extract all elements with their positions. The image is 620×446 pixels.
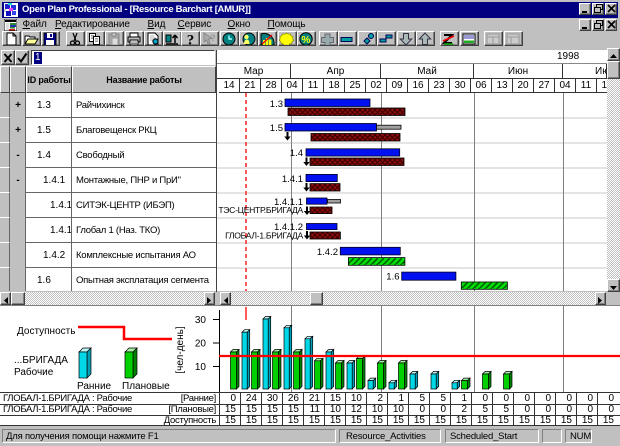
svg-text:1.5: 1.5 xyxy=(270,123,283,134)
svg-text:30: 30 xyxy=(195,315,207,326)
svg-text:?: ? xyxy=(210,33,216,43)
svg-text:10: 10 xyxy=(195,362,207,373)
svg-text:1.6: 1.6 xyxy=(386,272,399,283)
svg-text:1.4.2: 1.4.2 xyxy=(317,247,338,258)
svg-text:[чел-день]: [чел-день] xyxy=(175,326,186,374)
svg-text:1.4: 1.4 xyxy=(290,148,303,159)
svg-text:?: ? xyxy=(187,33,195,46)
svg-text:1.4.1: 1.4.1 xyxy=(282,174,303,185)
svg-text:Доступность: Доступность xyxy=(17,326,75,337)
svg-text:1.4.1.2: 1.4.1.2 xyxy=(274,222,303,233)
svg-text:Плановые: Плановые xyxy=(122,381,170,392)
svg-text:...БРИГАДА: ...БРИГАДА xyxy=(14,355,68,366)
svg-text:ГЛОБАЛ-1.БРИГАДА: ГЛОБАЛ-1.БРИГАДА xyxy=(225,231,303,241)
svg-text:1.3: 1.3 xyxy=(270,99,283,110)
svg-text:Ранние: Ранние xyxy=(77,381,112,392)
svg-text:1.4.1.1: 1.4.1.1 xyxy=(274,197,303,208)
svg-text:%: % xyxy=(301,35,310,45)
svg-text:20: 20 xyxy=(195,339,207,350)
svg-text:ТЭС-ЦЕНТР.БРИГАДА: ТЭС-ЦЕНТР.БРИГАДА xyxy=(218,205,303,215)
svg-text:Рабочие: Рабочие xyxy=(14,366,54,378)
